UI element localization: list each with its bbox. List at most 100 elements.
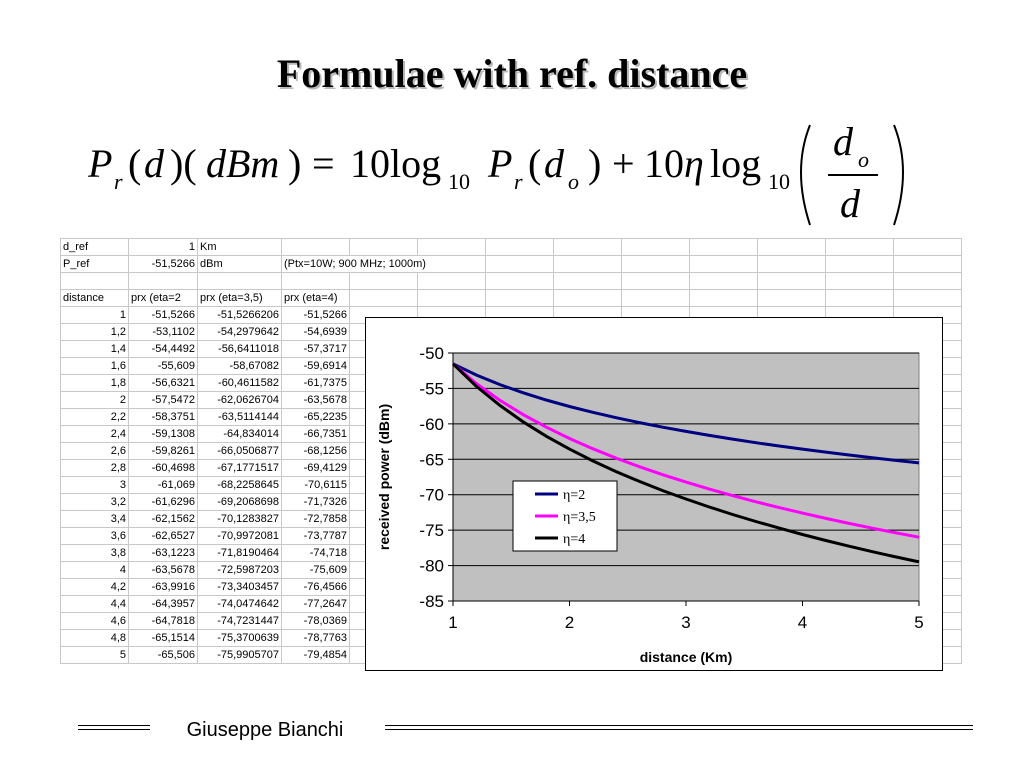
sheet-cell: -63,1223 — [128, 544, 198, 562]
svg-text:10: 10 — [768, 169, 790, 194]
svg-text:P: P — [487, 141, 512, 186]
sheet-row: 1 -51,5266 -51,5266206 -51,5266 — [60, 306, 962, 324]
sheet-cell: -61,7375 — [281, 374, 350, 392]
svg-text:o: o — [568, 169, 579, 194]
sheet-cell — [825, 238, 894, 256]
svg-text:o: o — [858, 147, 869, 172]
sheet-cell: -54,4492 — [128, 340, 198, 358]
sheet-cell — [553, 255, 622, 273]
x-tick-label: 5 — [914, 613, 923, 632]
sheet-cell: (Ptx=10W; 900 MHz; 1000m) — [281, 255, 486, 273]
sheet-cell: 4,2 — [60, 578, 129, 596]
chart-container: -50 -55 -60 -65 -70 -75 -80 -85 1 2 3 4 5 distance (K… — [365, 317, 943, 671]
sheet-cell: -69,4129 — [281, 459, 350, 477]
x-tick-label: 1 — [448, 613, 457, 632]
series-line-1 — [452, 362, 920, 465]
y-tick-label: -80 — [419, 557, 444, 576]
sheet-cell: -62,0626704 — [197, 391, 282, 409]
sheet-cell: 4 — [60, 561, 129, 579]
footer-rule-right — [385, 725, 973, 730]
sheet-cell: -66,0506877 — [197, 442, 282, 460]
sheet-cell: 1,2 — [60, 323, 129, 341]
svg-text:10log: 10log — [350, 141, 441, 186]
y-tick-label: -70 — [419, 486, 444, 505]
y-tick-label: -75 — [419, 521, 444, 540]
sheet-cell: -58,3751 — [128, 408, 198, 426]
svg-text:log: log — [710, 141, 761, 186]
sheet-cell: -59,6914 — [281, 357, 350, 375]
sheet-cell: d_ref — [60, 238, 129, 256]
sheet-row: d_ref 1 Km — [60, 238, 962, 256]
sheet-cell: -55,609 — [128, 357, 198, 375]
sheet-cell: -74,0474642 — [197, 595, 282, 613]
sheet-cell — [757, 255, 826, 273]
sheet-cell: -72,7858 — [281, 510, 350, 528]
sheet-cell: -75,9905707 — [197, 646, 282, 664]
y-tick-label: -60 — [419, 415, 444, 434]
svg-text:10: 10 — [644, 141, 684, 186]
sheet-cell: -64,3957 — [128, 595, 198, 613]
line-chart: -50 -55 -60 -65 -70 -75 -80 -851 2 3 4 5 distance (K… — [376, 344, 924, 665]
sheet-cell: -65,1514 — [128, 629, 198, 647]
sheet-cell: 5 — [60, 646, 129, 664]
sheet-cell: 2,6 — [60, 442, 129, 460]
sheet-cell: -65,2235 — [281, 408, 350, 426]
svg-text:=: = — [312, 141, 335, 186]
sheet-cell — [757, 272, 826, 290]
sheet-cell: -63,5114144 — [197, 408, 282, 426]
sheet-cell: 3,4 — [60, 510, 129, 528]
sheet-cell: 4,8 — [60, 629, 129, 647]
sheet-cell: -59,1308 — [128, 425, 198, 443]
sheet-cell — [689, 238, 758, 256]
svg-text:η: η — [684, 141, 704, 186]
sheet-row — [60, 272, 962, 290]
sheet-cell: -51,5266 — [281, 306, 350, 324]
sheet-cell: -64,7818 — [128, 612, 198, 630]
sheet-cell — [417, 289, 486, 307]
sheet-cell: -54,2979642 — [197, 323, 282, 341]
sheet-cell: 2,4 — [60, 425, 129, 443]
sheet-cell — [689, 255, 758, 273]
sheet-cell: -62,6527 — [128, 527, 198, 545]
sheet-cell — [485, 238, 554, 256]
sheet-cell: -74,718 — [281, 544, 350, 562]
sheet-cell — [825, 289, 894, 307]
sheet-cell: -58,67082 — [197, 357, 282, 375]
series-line-3 — [451, 362, 920, 564]
svg-text:dBm: dBm — [206, 141, 279, 186]
slide-title: Formulae with ref. distance — [276, 51, 748, 96]
sheet-cell: prx (eta=3,5) — [197, 289, 282, 307]
sheet-cell: -59,8261 — [128, 442, 198, 460]
sheet-cell: -72,5987203 — [197, 561, 282, 579]
sheet-cell — [893, 238, 962, 256]
svg-text:): ) — [288, 141, 301, 186]
svg-text:+: + — [612, 141, 635, 186]
sheet-cell: -56,6321 — [128, 374, 198, 392]
svg-text:10: 10 — [448, 169, 470, 194]
sheet-cell: -76,4566 — [281, 578, 350, 596]
sheet-cell: -70,6115 — [281, 476, 350, 494]
sheet-cell — [689, 289, 758, 307]
sheet-cell: -65,506 — [128, 646, 198, 664]
sheet-cell: -66,7351 — [281, 425, 350, 443]
sheet-cell: prx (eta=2 — [128, 289, 198, 307]
sheet-cell — [757, 238, 826, 256]
sheet-cell — [349, 289, 418, 307]
y-tick-label: -55 — [419, 379, 444, 398]
sheet-cell — [553, 289, 622, 307]
sheet-cell: Km — [197, 238, 282, 256]
sheet-cell — [349, 272, 418, 290]
sheet-cell: 3 — [60, 476, 129, 494]
sheet-row: distance prx (eta=2 prx (eta=3,5) prx (eta=… — [60, 289, 962, 307]
svg-text:): ) — [588, 141, 601, 186]
svg-text:(: ( — [528, 141, 541, 186]
svg-text:P: P — [88, 141, 112, 186]
sheet-cell: -70,9972081 — [197, 527, 282, 545]
sheet-cell — [485, 272, 554, 290]
sheet-cell: -71,7326 — [281, 493, 350, 511]
svg-text:r: r — [114, 169, 123, 194]
sheet-cell: 4,4 — [60, 595, 129, 613]
svg-text:d: d — [833, 119, 854, 164]
sheet-cell: -57,3717 — [281, 340, 350, 358]
sheet-cell: dBm — [197, 255, 282, 273]
